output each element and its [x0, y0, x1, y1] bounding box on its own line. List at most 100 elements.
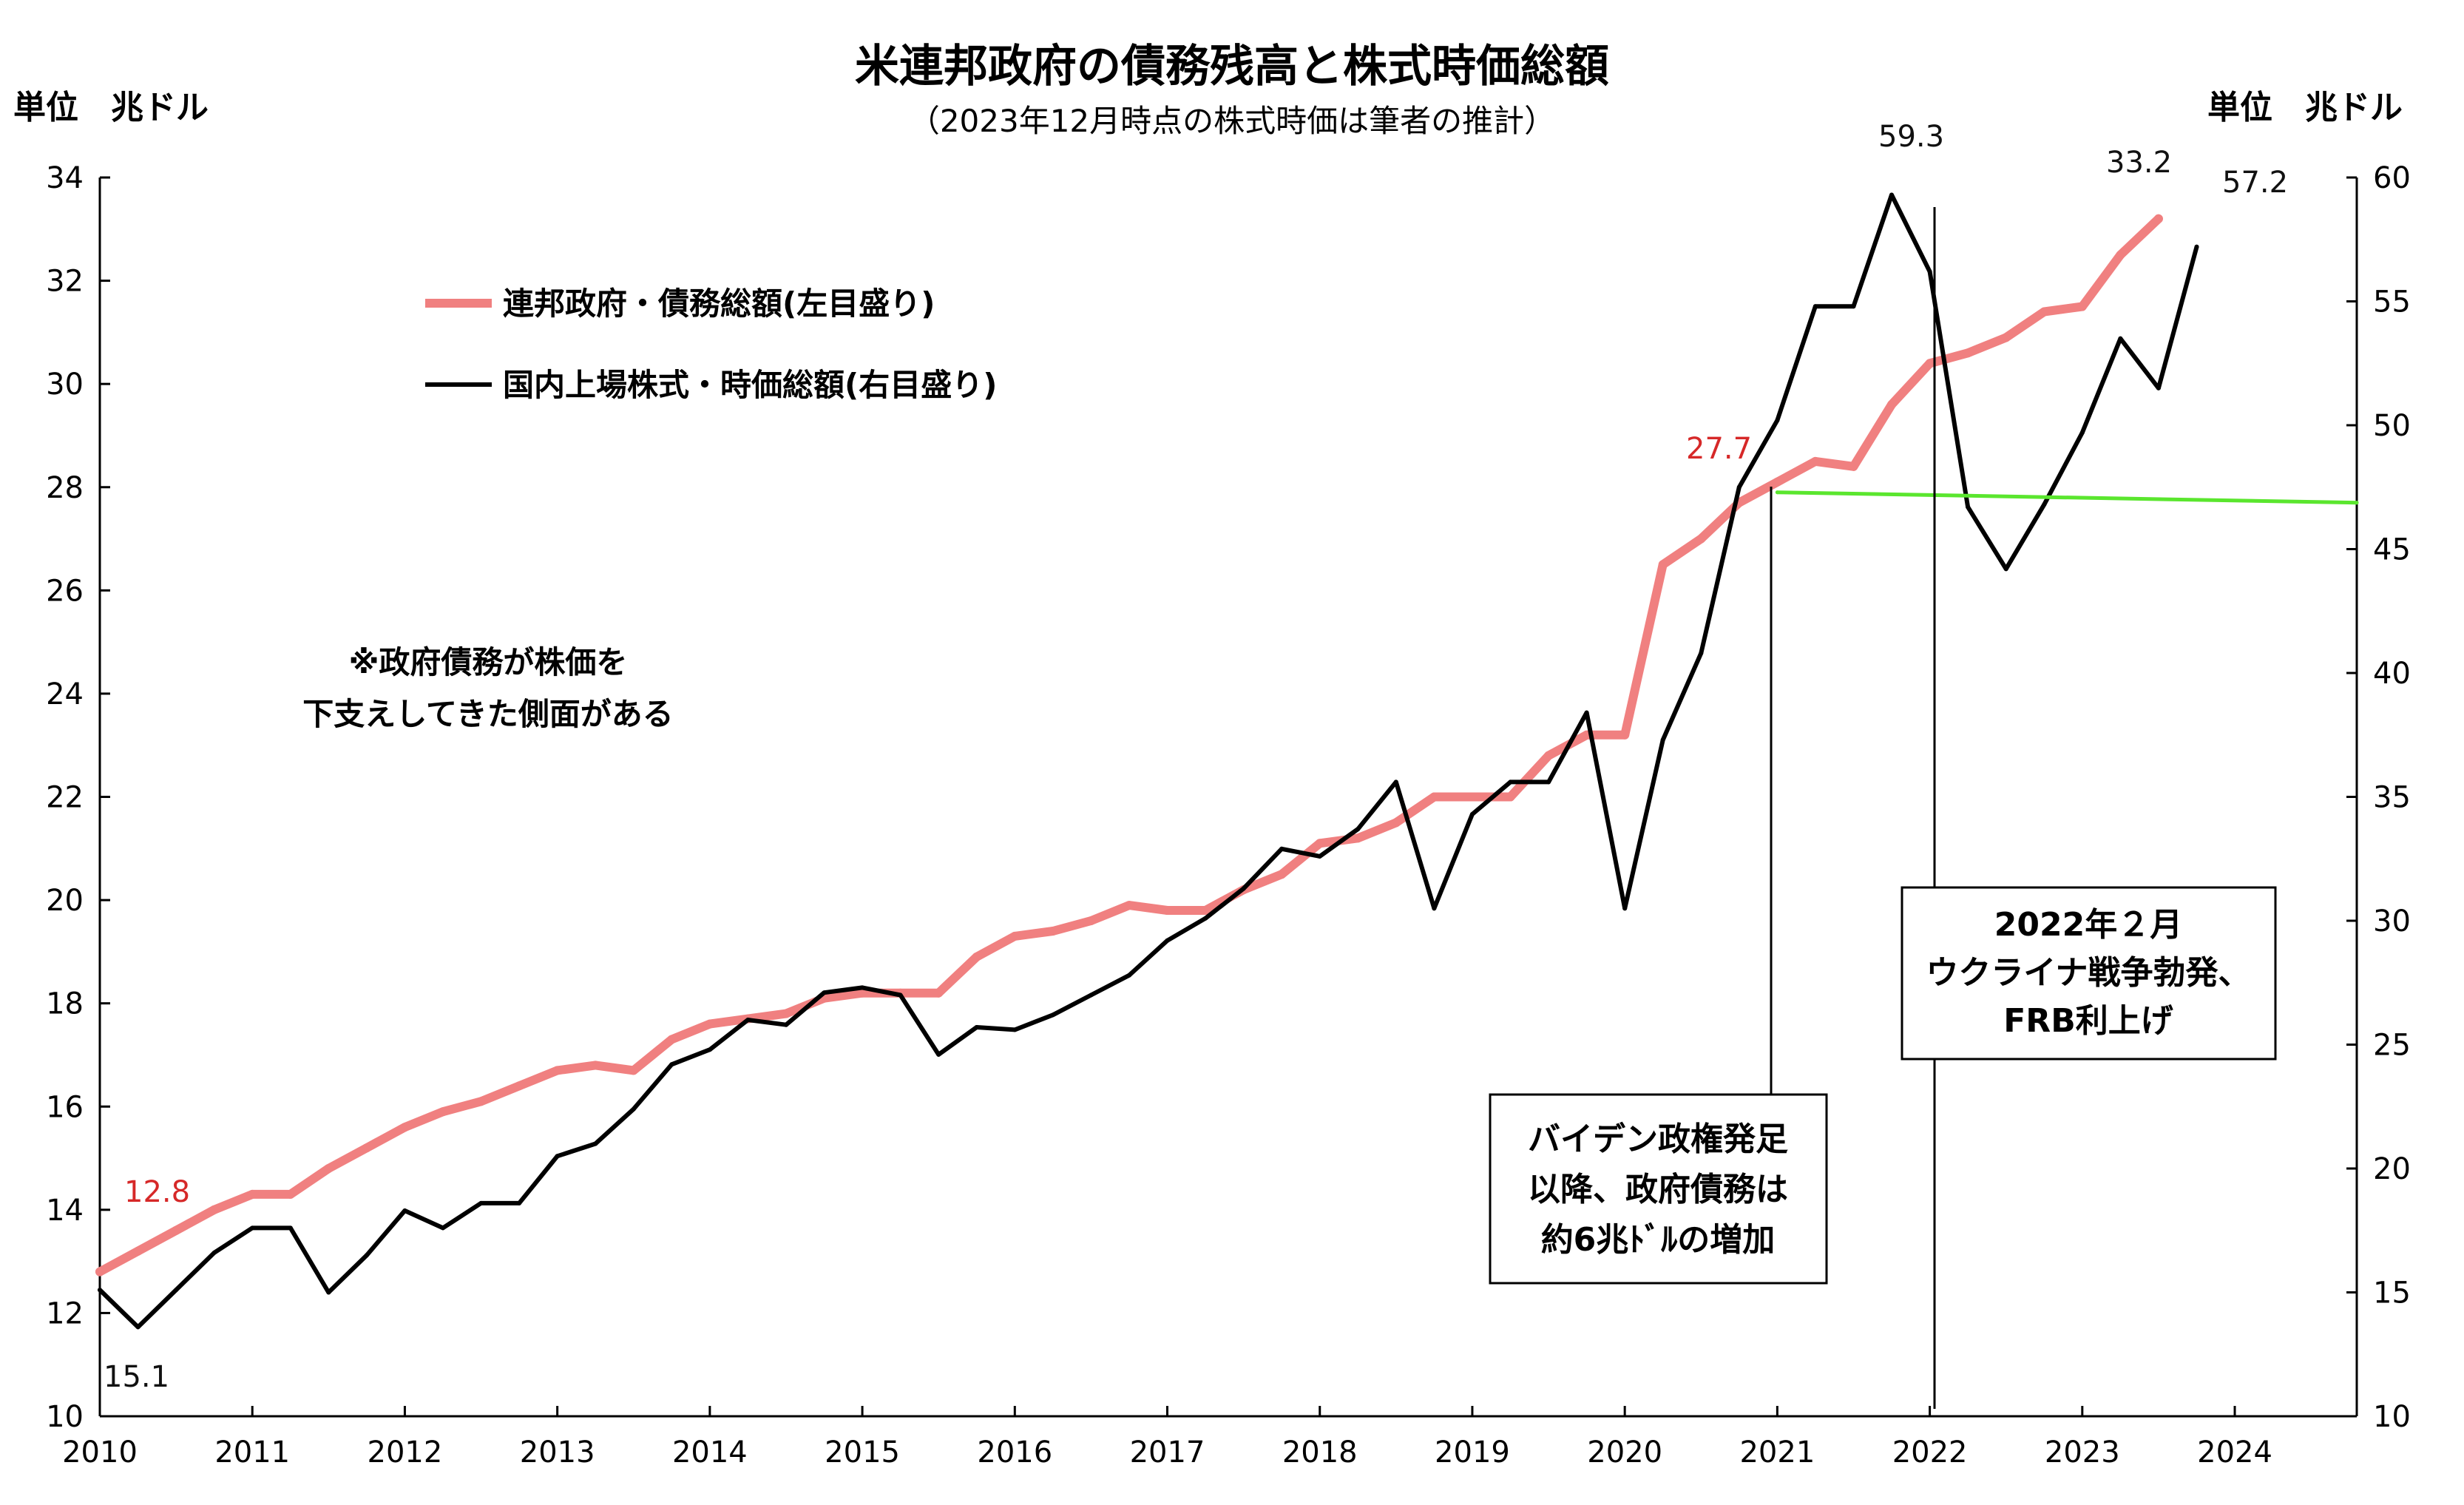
stock-data-point: [1851, 304, 1856, 309]
left-axis-tick-label: 24: [46, 677, 84, 711]
stock-data-point: [1927, 269, 1932, 274]
stock-data-point: [402, 1208, 407, 1213]
stock-data-point: [517, 1200, 522, 1205]
debt-data-point: [362, 1143, 371, 1153]
debt-data-point: [782, 1009, 791, 1018]
debt-data-point: [1925, 359, 1935, 368]
left-axis-unit: 単位 兆ドル: [13, 89, 209, 126]
plot-area: [98, 177, 2358, 1418]
stock-data-point: [1317, 853, 1322, 859]
debt-data-point: [95, 1267, 104, 1276]
debt-data-point: [133, 1246, 143, 1256]
stock-data-point: [1736, 484, 1742, 490]
right-axis-tick-label: 35: [2373, 781, 2411, 815]
reference-point: [2355, 501, 2359, 505]
stock-data-point: [1203, 916, 1208, 921]
stock-data-point: [2079, 430, 2085, 435]
debt-data-point: [705, 1019, 714, 1029]
ukraine-annotation-box: [1901, 886, 2277, 1061]
debt-data-point: [972, 952, 981, 961]
chart-title: 米連邦政府の債務残高と株式時価総額: [855, 41, 1609, 92]
right-axis-tick-label: 60: [2373, 161, 2411, 195]
x-axis-tick-label: 2013: [520, 1435, 595, 1470]
x-axis-tick-label: 2023: [2045, 1435, 2120, 1470]
debt-data-point: [1315, 839, 1324, 848]
chart-subtitle: （2023年12月時点の株式時価は筆者の推計）: [909, 103, 1555, 139]
series-layer: [95, 192, 2359, 1330]
stock-data-point: [1889, 192, 1894, 197]
debt-data-point: [1810, 456, 1820, 466]
debt-data-point: [439, 1107, 447, 1117]
right-axis-tick-label: 45: [2373, 533, 2411, 567]
debt-data-point: [515, 1081, 524, 1091]
stock-data-point: [135, 1325, 141, 1330]
stock-start-value-label: 15.1: [104, 1360, 169, 1394]
debt-data-point: [285, 1189, 295, 1199]
left-axis-tick-label: 12: [46, 1296, 84, 1330]
debt-data-point: [1201, 906, 1211, 915]
debt-data-point: [400, 1123, 410, 1132]
stock-data-point: [1393, 779, 1398, 785]
stock-data-point: [707, 1047, 712, 1052]
debt-data-point: [934, 988, 944, 998]
debt-data-point: [2116, 250, 2125, 260]
stock-data-point: [974, 1025, 979, 1029]
debt-end-value-label: 33.2: [2106, 146, 2172, 180]
debt-data-point: [172, 1225, 181, 1235]
stock-data-point: [1469, 812, 1475, 816]
debt-data-point: [1506, 792, 1515, 802]
left-axis-tick-label: 10: [46, 1400, 84, 1434]
stock-data-point: [2003, 567, 2008, 572]
stock-data-point: [1622, 906, 1628, 911]
debt-data-point: [1125, 901, 1134, 910]
debt-data-point: [2001, 333, 2011, 342]
debt-start-value-label: 12.8: [124, 1175, 190, 1209]
debt-data-point: [629, 1066, 638, 1075]
stock-data-point: [669, 1062, 674, 1067]
stock-data-point: [1775, 418, 1780, 423]
ukraine-box-line-2: ウクライナ戦争勃発、: [1926, 954, 2250, 992]
x-axis-tick-label: 2014: [672, 1435, 748, 1470]
debt-data-point: [1544, 751, 1554, 760]
biden-box-line-3: 約6兆ﾄﾞﾙの増加: [1541, 1221, 1776, 1259]
stock-data-point: [364, 1253, 369, 1258]
stock-data-point: [860, 985, 865, 990]
stock-data-point: [1127, 973, 1131, 978]
debt-data-point: [1010, 931, 1020, 941]
stock-data-point: [784, 1022, 788, 1027]
right-axis-tick-label: 20: [2373, 1152, 2411, 1186]
left-axis-tick-label: 30: [46, 368, 84, 402]
right-axis-tick-label: 25: [2373, 1029, 2411, 1063]
stock-data-point: [1279, 846, 1285, 851]
stock-data-point: [2118, 336, 2123, 341]
stock-data-point: [936, 1052, 941, 1057]
left-axis-tick-label: 22: [46, 781, 84, 815]
left-axis-tick-label: 16: [46, 1090, 84, 1124]
right-axis-unit: 単位 兆ドル: [2207, 89, 2403, 126]
debt-series-line: [95, 214, 2163, 1276]
stock-data-point: [478, 1200, 484, 1205]
stock-data-point: [2156, 385, 2161, 390]
debt-data-point: [552, 1066, 562, 1075]
left-axis-tick-label: 18: [46, 987, 84, 1021]
debt-2021-value-label: 27.7: [1686, 432, 1752, 466]
right-axis-tick-label: 50: [2373, 409, 2411, 443]
x-axis-tick-label: 2010: [62, 1435, 138, 1470]
right-axis-tick-label: 30: [2373, 904, 2411, 938]
stock-data-point: [174, 1288, 179, 1293]
stock-data-point: [1432, 906, 1437, 911]
stock-series-line: [98, 192, 2199, 1330]
note-line-2: 下支えしてきた側面がある: [302, 696, 673, 732]
biden-box-line-1: バイデン政権発足: [1528, 1120, 1788, 1158]
x-axis-tick-label: 2015: [825, 1435, 900, 1470]
debt-data-point: [476, 1097, 486, 1106]
debt-data-point: [1658, 560, 1668, 569]
debt-data-point: [1467, 792, 1477, 802]
debt-data-point: [1162, 906, 1172, 915]
left-axis-tick-label: 34: [46, 161, 84, 195]
note-line-1: ※政府債務が株価を: [349, 644, 628, 680]
debt-data-point: [1696, 534, 1706, 544]
left-axis-tick-label: 32: [46, 265, 84, 299]
debt-data-point: [1620, 730, 1630, 740]
stock-data-point: [1355, 827, 1361, 831]
